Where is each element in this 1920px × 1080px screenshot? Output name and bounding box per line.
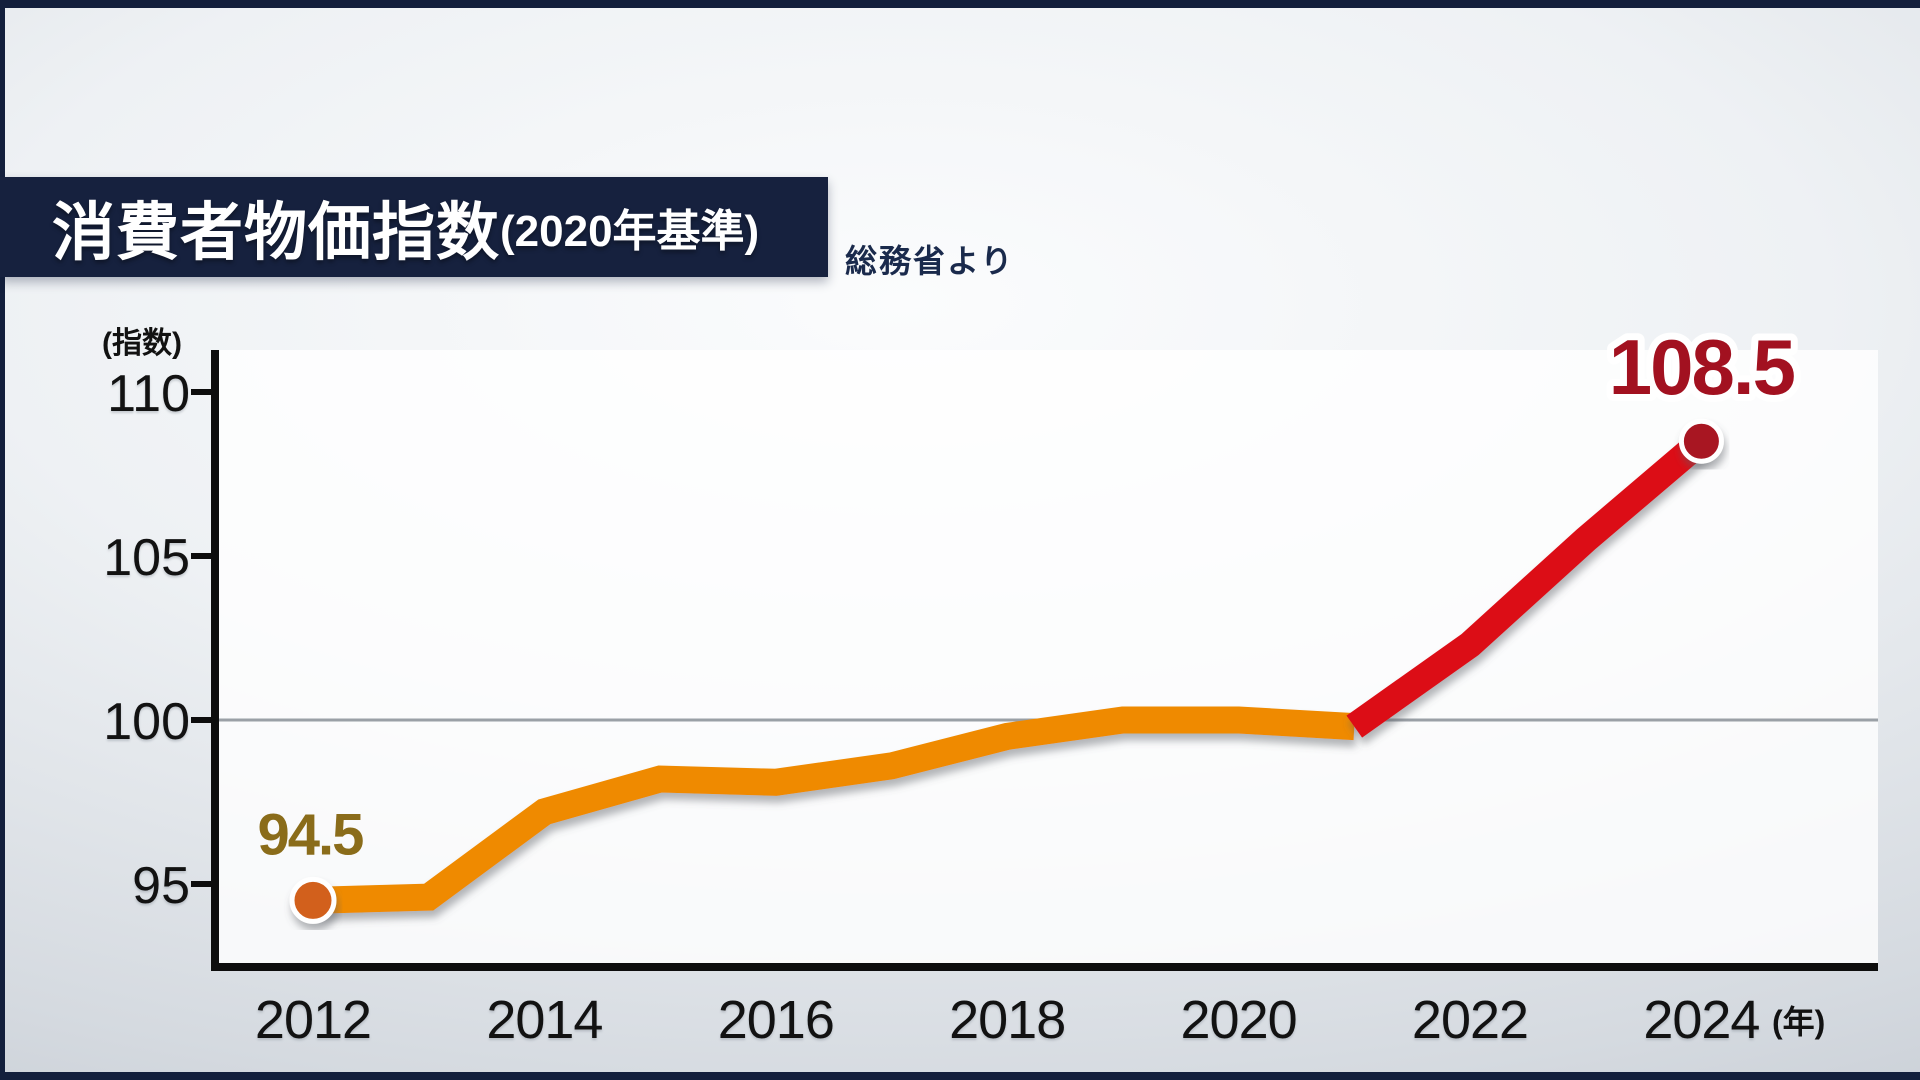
x-axis-tick-label-2018: 2018	[949, 990, 1066, 1050]
data-point-2012	[289, 876, 337, 924]
x-axis-tick-label-2016: 2016	[717, 990, 835, 1050]
title-box: 消費者物価指数 (2020年基準)	[0, 177, 828, 277]
x-axis-tick-label-2024: 2024	[1643, 990, 1760, 1050]
series-line-red	[1346, 430, 1711, 738]
value-label-108.5: 108.5	[1609, 323, 1795, 411]
x-axis-tick-label-2012: 2012	[254, 990, 372, 1050]
x-axis-tick-label-2014: 2014	[486, 990, 603, 1050]
data-point-2024	[1678, 418, 1724, 464]
left-edge-band	[0, 0, 5, 1080]
x-axis-tick-label-2020: 2020	[1180, 990, 1298, 1050]
data-source-label: 総務省より	[845, 243, 1015, 279]
page-title-base-year: (2020年基準)	[500, 207, 760, 256]
value-label-94.5: 94.5	[258, 802, 364, 867]
page-title: 消費者物価指数	[52, 197, 500, 268]
x-axis-unit-label: (年)	[1772, 1004, 1826, 1040]
bottom-edge-band	[0, 1072, 1920, 1080]
y-axis-unit-label: (指数)	[102, 327, 182, 360]
series-line-orange	[312, 706, 1356, 914]
y-axis-tick-label-105: 105	[103, 529, 190, 587]
y-axis-tick-label-95: 95	[132, 857, 190, 915]
top-edge-band	[0, 0, 1920, 8]
y-axis-tick-label-110: 110	[107, 365, 190, 423]
y-axis-tick-label-100: 100	[103, 693, 190, 751]
x-axis-tick-label-2022: 2022	[1411, 990, 1529, 1050]
